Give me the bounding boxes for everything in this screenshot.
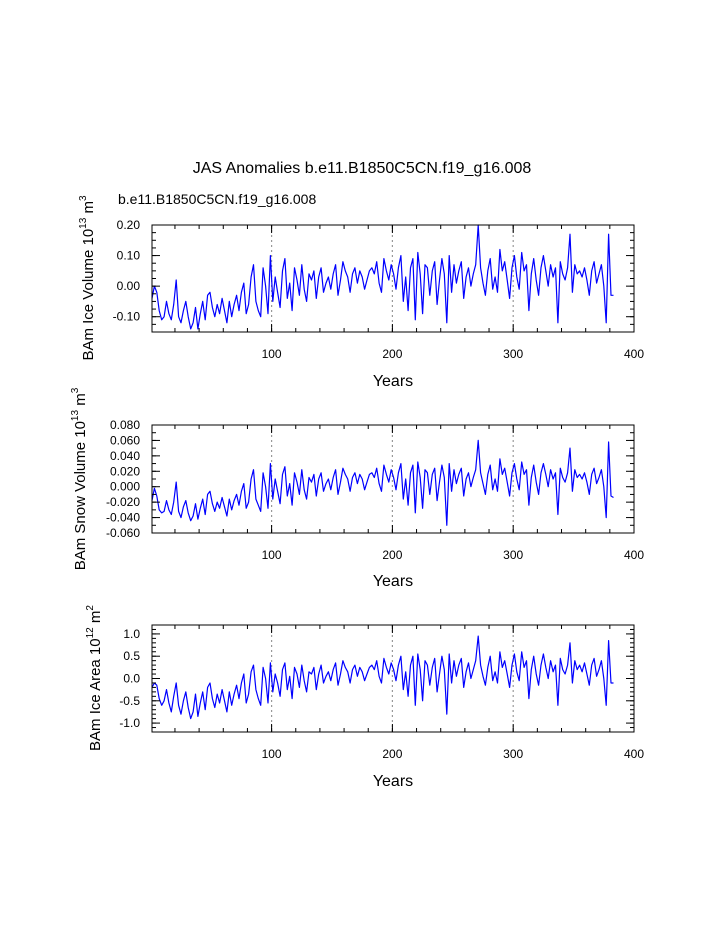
y-axis-label-superscript: 3 xyxy=(70,387,81,393)
y-tick-label: 0.060 xyxy=(110,433,140,447)
y-tick-label: 0.080 xyxy=(110,418,140,432)
y-axis-label-superscript: 12 xyxy=(85,627,96,639)
x-tick-label: 300 xyxy=(503,347,523,361)
y-axis-label-superscript: 2 xyxy=(85,605,96,611)
y-tick-label: 0.5 xyxy=(123,649,140,663)
y-tick-label: -0.10 xyxy=(113,310,141,324)
x-tick-label: 100 xyxy=(262,747,282,761)
y-axis-label-part: BAm Snow Volume 10 xyxy=(72,421,89,570)
x-tick-label: 100 xyxy=(262,347,282,361)
x-axis-label: Years xyxy=(373,573,413,590)
y-tick-label: -1.0 xyxy=(119,716,140,730)
x-tick-label: 200 xyxy=(382,548,402,562)
x-tick-label: 200 xyxy=(382,347,402,361)
y-tick-label: -0.5 xyxy=(119,694,140,708)
y-tick-label: 0.0 xyxy=(123,672,140,686)
y-axis-label-superscript: 3 xyxy=(78,195,89,201)
x-tick-label: 400 xyxy=(624,747,644,761)
y-tick-label: 0.000 xyxy=(110,480,140,494)
y-axis-label-part: BAm Ice Area 10 xyxy=(87,638,104,751)
y-axis-label-part: m xyxy=(80,201,97,218)
y-tick-label: 0.00 xyxy=(117,279,141,293)
figure-title: JAS Anomalies b.e11.B1850C5CN.f19_g16.00… xyxy=(193,160,532,177)
y-axis-label-superscript: 13 xyxy=(78,217,89,229)
y-tick-label: 0.10 xyxy=(117,249,141,263)
y-tick-label: 0.040 xyxy=(110,449,140,463)
series-line xyxy=(151,439,614,526)
y-axis-label-superscript: 13 xyxy=(70,409,81,421)
y-axis-label-part: BAm Ice Volume 10 xyxy=(80,229,97,361)
y-axis-label-part: m xyxy=(72,393,89,410)
y-axis-label-part: m xyxy=(87,611,104,628)
x-tick-label: 300 xyxy=(503,747,523,761)
panel-ice-area: -1.0 -0.5 0.0 0.5 1.0 100 200 300 400 Years BAm Ic… xyxy=(85,605,644,790)
series-line xyxy=(151,224,614,330)
x-tick-label: 100 xyxy=(262,548,282,562)
x-tick-label: 400 xyxy=(624,548,644,562)
y-tick-label: 0.20 xyxy=(117,218,141,232)
y-tick-label: -0.060 xyxy=(106,526,140,540)
x-tick-label: 300 xyxy=(503,548,523,562)
y-axis-label: BAm Ice Volume 1013 m3 xyxy=(78,195,97,361)
panel-ice-volume: -0.10 0.00 0.10 0.20 100 200 300 400 Years BAm Ic… xyxy=(78,195,644,390)
y-tick-label: -0.040 xyxy=(106,511,140,525)
y-tick-label: 0.020 xyxy=(110,464,140,478)
y-tick-label: -0.020 xyxy=(106,495,140,509)
y-axis-label: BAm Ice Area 1012 m2 xyxy=(85,605,104,751)
series-line xyxy=(151,635,614,720)
case-label: b.e11.B1850C5CN.f19_g16.008 xyxy=(118,191,316,207)
x-axis-label: Years xyxy=(373,773,413,790)
x-axis-label: Years xyxy=(373,373,413,390)
y-axis-label: BAm Snow Volume 1013 m3 xyxy=(70,387,89,570)
y-tick-label: 1.0 xyxy=(123,627,140,641)
x-tick-label: 400 xyxy=(624,347,644,361)
x-tick-label: 200 xyxy=(382,747,402,761)
